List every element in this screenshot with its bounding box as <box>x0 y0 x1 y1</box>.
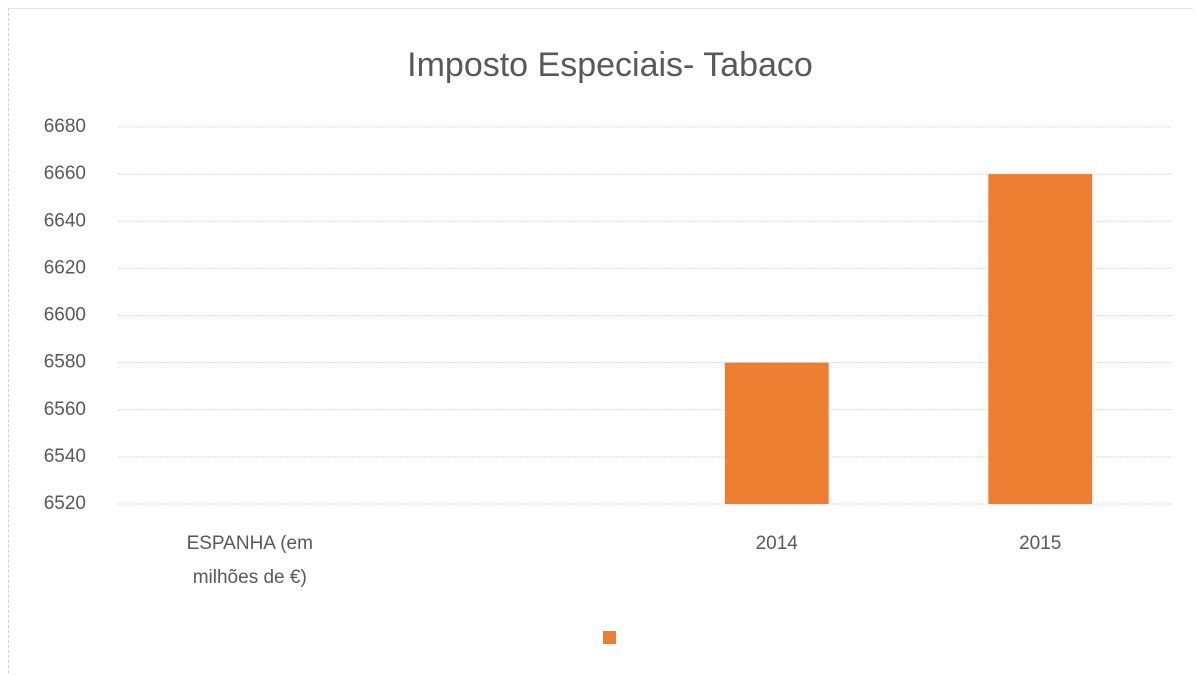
chart-title: Imposto Especiais- Tabaco <box>407 46 813 84</box>
y-tick-label: 6560 <box>44 399 86 420</box>
y-tick-label: 6680 <box>44 116 86 137</box>
legend-marker <box>603 631 616 644</box>
y-tick-label: 6580 <box>44 352 86 373</box>
y-tick-label: 6640 <box>44 210 86 231</box>
y-tick-label: 6620 <box>44 257 86 278</box>
bar <box>724 362 829 504</box>
x-tick-label: 2014 <box>755 533 798 554</box>
y-tick-label: 6540 <box>44 446 86 467</box>
chart-frame <box>8 8 1193 673</box>
bar <box>988 174 1093 504</box>
x-tick-label: ESPANHA (em milhões de €) <box>186 533 313 588</box>
y-tick-label: 6600 <box>44 305 86 326</box>
y-tick-label: 6660 <box>44 163 86 184</box>
x-tick-label: 2015 <box>1019 533 1062 554</box>
y-tick-label: 6520 <box>44 493 86 514</box>
